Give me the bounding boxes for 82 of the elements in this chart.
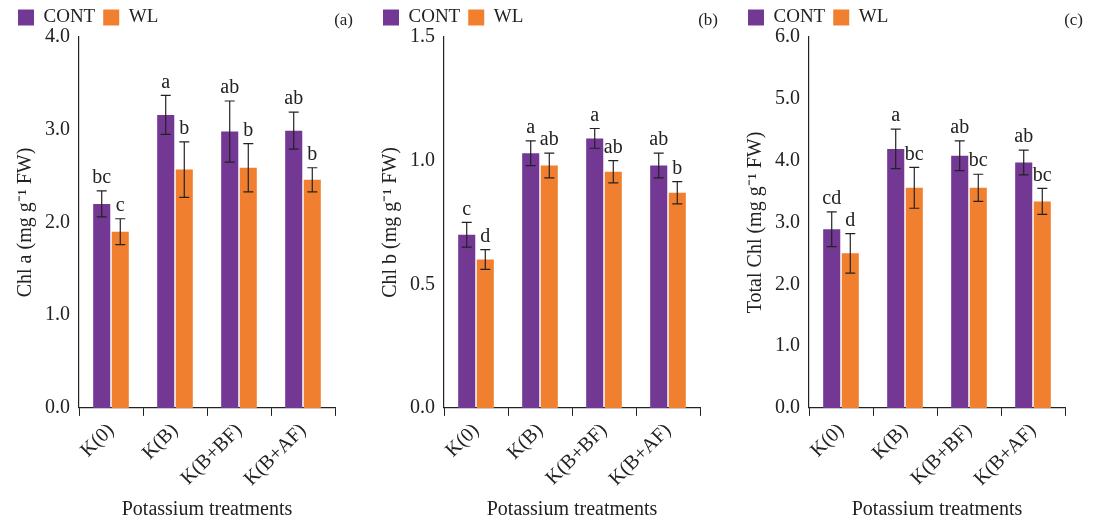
bar — [604, 171, 622, 408]
data-label: b — [243, 117, 254, 140]
data-label: ab — [950, 115, 970, 138]
bar — [93, 203, 111, 408]
data-label: ab — [603, 134, 623, 157]
y-tick-label: 0.0 — [775, 395, 800, 418]
legend-label: CONT — [773, 5, 826, 27]
y-tick-label: 0.0 — [410, 395, 435, 418]
data-label: bc — [92, 165, 112, 188]
legend-label: WL — [493, 5, 524, 27]
x-axis-title: Potassium treatments — [851, 497, 1023, 520]
bar — [841, 253, 859, 408]
bar — [239, 167, 257, 408]
y-axis-title: Chl b (mg g⁻¹ FW) — [378, 147, 402, 298]
data-label: ab — [1014, 124, 1034, 147]
bar — [586, 138, 604, 408]
data-label: b — [307, 142, 318, 164]
y-tick-label: 3.0 — [775, 209, 800, 232]
data-label: c — [462, 196, 472, 219]
bar — [476, 259, 494, 408]
x-tick-label: K(0) — [440, 418, 484, 462]
data-label: b — [179, 116, 190, 139]
data-label: ab — [539, 127, 559, 150]
bar — [887, 148, 905, 408]
y-axis-title: Chl a (mg g⁻¹ FW) — [13, 147, 37, 298]
data-label: a — [590, 102, 600, 125]
data-label: bc — [1032, 162, 1052, 185]
data-label: b — [672, 155, 683, 178]
legend-label: WL — [858, 5, 889, 27]
x-tick-label: K(0) — [805, 418, 849, 462]
y-tick-label: 3.0 — [45, 116, 70, 139]
x-axis-title: Potassium treatments — [121, 497, 293, 520]
legend-label: CONT — [408, 5, 461, 27]
y-tick-label: 6.0 — [775, 24, 800, 47]
bar — [668, 192, 686, 408]
y-tick-label: 2.0 — [775, 271, 800, 294]
bar — [458, 234, 476, 408]
bar — [650, 165, 668, 408]
bar — [1015, 162, 1033, 408]
legend-label: WL — [128, 5, 159, 27]
bar — [303, 179, 321, 408]
y-tick-label: 1.0 — [410, 147, 435, 170]
data-label: ab — [284, 86, 304, 109]
bar — [157, 114, 175, 408]
bar — [540, 165, 558, 408]
bar — [1033, 201, 1051, 408]
data-label: a — [891, 103, 901, 126]
bar — [522, 153, 540, 408]
bar — [175, 169, 193, 408]
data-label: cd — [822, 186, 842, 209]
legend-label: CONT — [43, 5, 96, 27]
y-tick-label: 1.0 — [45, 302, 70, 325]
y-tick-label: 2.0 — [45, 209, 70, 232]
data-label: d — [845, 207, 856, 230]
x-axis-title: Potassium treatments — [486, 497, 658, 520]
y-tick-label: 5.0 — [775, 86, 800, 109]
bar — [951, 155, 969, 408]
data-label: c — [115, 193, 125, 215]
bar — [285, 130, 303, 408]
y-tick-label: 1.0 — [775, 333, 800, 356]
data-label: d — [480, 223, 491, 246]
y-tick-label: 4.0 — [775, 147, 800, 170]
y-tick-label: 4.0 — [45, 24, 70, 47]
data-label: a — [526, 115, 536, 138]
bar — [111, 231, 129, 408]
y-tick-label: 0.0 — [45, 395, 70, 418]
bar — [905, 187, 923, 408]
data-label: bc — [968, 148, 988, 171]
data-label: ab — [220, 75, 240, 98]
chart-title: (b) — [698, 9, 718, 29]
x-tick-label: K(0) — [75, 418, 119, 462]
y-axis-title: Total Chl (mg g⁻¹ FW) — [743, 131, 767, 314]
data-label: ab — [649, 127, 669, 150]
bar — [221, 131, 239, 408]
data-label: bc — [904, 141, 924, 164]
bar — [969, 187, 987, 408]
data-label: a — [161, 69, 171, 92]
y-tick-label: 0.5 — [410, 271, 435, 294]
y-tick-label: 1.5 — [410, 24, 435, 47]
chart-title: (a) — [334, 9, 353, 29]
chart-title: (c) — [1064, 9, 1083, 29]
bar — [823, 229, 841, 408]
